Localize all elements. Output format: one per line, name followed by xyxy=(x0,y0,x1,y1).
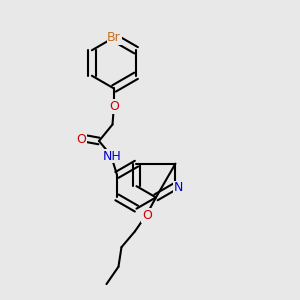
Text: O: O xyxy=(109,100,119,113)
Text: N: N xyxy=(174,181,183,194)
Text: O: O xyxy=(142,209,152,222)
Text: Br: Br xyxy=(107,31,121,44)
Text: NH: NH xyxy=(103,149,122,163)
Text: O: O xyxy=(76,133,86,146)
